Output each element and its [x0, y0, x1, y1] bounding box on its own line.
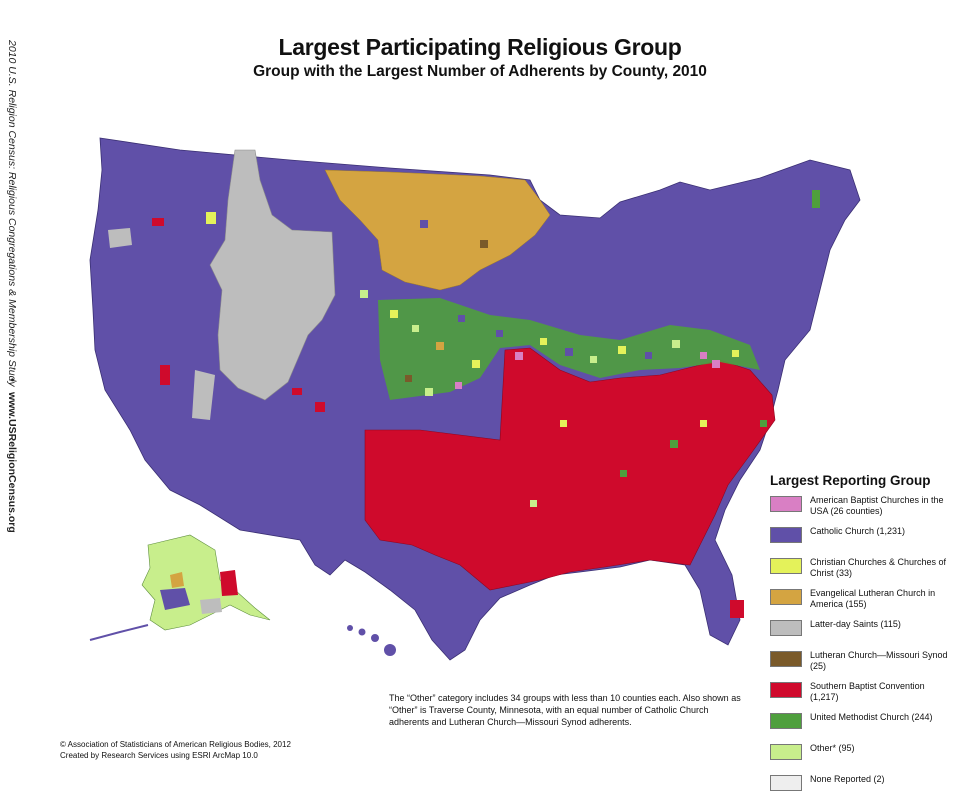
legend-label: Catholic Church (1,231)	[810, 526, 906, 536]
elca-region	[324, 169, 551, 291]
legend-label: Southern Baptist Convention (1,217)	[810, 681, 925, 702]
legend-label: Evangelical Lutheran Church in America (…	[810, 588, 936, 609]
legend-label: Other* (95)	[810, 743, 855, 753]
legend-item: Other* (95)	[770, 743, 955, 771]
legend-swatch	[770, 527, 802, 543]
map-svg	[89, 137, 861, 661]
alaska-sbc-patch	[220, 570, 238, 596]
legend-item: American Baptist Churches in the USA (26…	[770, 495, 955, 523]
alaska	[141, 534, 271, 631]
legend-swatch	[770, 496, 802, 512]
other-category-note: The “Other” category includes 34 groups …	[389, 693, 741, 727]
side-citation-separator: •	[6, 378, 18, 382]
legend-item: None Reported (2)	[770, 774, 955, 802]
legend-label: Lutheran Church—Missouri Synod (25)	[810, 650, 948, 671]
legend-item: Latter-day Saints (115)	[770, 619, 955, 647]
us-county-map	[60, 120, 880, 680]
legend-label: Christian Churches & Churches of Christ …	[810, 557, 947, 578]
alaska-lds-patch	[200, 598, 222, 614]
sbc-region	[364, 347, 776, 591]
legend-label: United Methodist Church (244)	[810, 712, 933, 722]
credits: © Association of Statisticians of Americ…	[60, 739, 291, 761]
lds-region	[209, 149, 336, 401]
side-citation-text: 2010 U.S. Religion Census: Religious Con…	[6, 39, 18, 533]
legend-swatch	[770, 589, 802, 605]
legend-item: Southern Baptist Convention (1,217)	[770, 681, 955, 709]
legend: Largest Reporting Group American Baptist…	[770, 473, 955, 805]
map-title: Largest Participating Religious Group	[278, 34, 682, 60]
legend-swatch	[770, 775, 802, 791]
legend-swatch	[770, 651, 802, 667]
legend-label: American Baptist Churches in the USA (26…	[810, 495, 944, 516]
legend-swatch	[770, 713, 802, 729]
side-citation-url: www.USReligionCensus.org	[6, 391, 18, 533]
legend-item: United Methodist Church (244)	[770, 712, 955, 740]
legend-label: None Reported (2)	[810, 774, 885, 784]
legend-swatch	[770, 620, 802, 636]
created-by-line: Created by Research Services using ESRI …	[60, 751, 258, 760]
legend-item: Catholic Church (1,231)	[770, 526, 955, 554]
legend-items: American Baptist Churches in the USA (26…	[770, 495, 955, 802]
aleutian-chain	[89, 624, 149, 641]
alaska-elca-patch	[170, 572, 184, 588]
legend-label: Latter-day Saints (115)	[810, 619, 901, 629]
legend-swatch	[770, 682, 802, 698]
legend-item: Lutheran Church—Missouri Synod (25)	[770, 650, 955, 678]
side-citation: 2010 U.S. Religion Census: Religious Con…	[0, 0, 24, 560]
side-citation-study: 2010 U.S. Religion Census: Religious Con…	[6, 39, 18, 387]
legend-swatch	[770, 744, 802, 760]
alaska-catholic-patch	[160, 588, 190, 610]
hawaii	[347, 625, 396, 656]
county-speckles	[152, 190, 820, 618]
copyright-line: © Association of Statisticians of Americ…	[60, 740, 291, 749]
legend-item: Christian Churches & Churches of Christ …	[770, 557, 955, 585]
legend-title: Largest Reporting Group	[770, 473, 931, 488]
lds-patch-oregon	[108, 228, 132, 248]
map-subtitle: Group with the Largest Number of Adheren…	[253, 63, 707, 80]
legend-item: Evangelical Lutheran Church in America (…	[770, 588, 955, 616]
legend-swatch	[770, 558, 802, 574]
lds-patch-nevada	[192, 370, 215, 420]
